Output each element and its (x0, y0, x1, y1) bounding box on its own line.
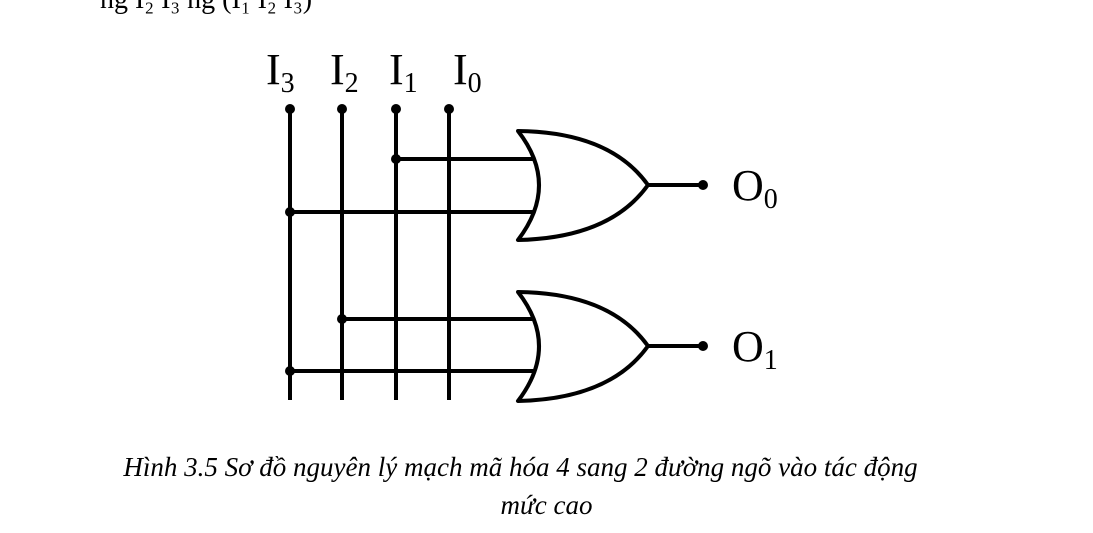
or-gate-o0 (516, 129, 650, 242)
output-label-o0: O0 (732, 161, 778, 215)
terminal-dot-i1 (391, 104, 401, 114)
input-label-i2: I2 (330, 45, 359, 99)
junction-dot-i3-a (285, 207, 295, 217)
terminal-dot-i2 (337, 104, 347, 114)
encoder-circuit-diagram: I3 I2 I1 I0 (266, 45, 778, 403)
output-label-o1: O1 (732, 322, 778, 376)
output-dot-o1 (698, 341, 708, 351)
junction-dot-i1 (391, 154, 401, 164)
output-dot-o0 (698, 180, 708, 190)
junction-dot-i2 (337, 314, 347, 324)
caption-line-1: Hình 3.5 Sơ đồ nguyên lý mạch mã hóa 4 s… (123, 452, 918, 482)
input-label-i1: I1 (389, 45, 418, 99)
clipped-text-fragment: ng I₂ I₃ ng (I₁ I₂ I₃) (100, 0, 312, 16)
or-gate-o1 (516, 290, 650, 403)
terminal-dot-i3 (285, 104, 295, 114)
terminal-dot-i0 (444, 104, 454, 114)
input-label-i0: I0 (453, 45, 482, 99)
junction-dot-i3-b (285, 366, 295, 376)
input-label-i3: I3 (266, 45, 295, 99)
figure-caption: Hình 3.5 Sơ đồ nguyên lý mạch mã hóa 4 s… (0, 448, 1093, 524)
caption-line-2: mức cao (500, 490, 593, 520)
